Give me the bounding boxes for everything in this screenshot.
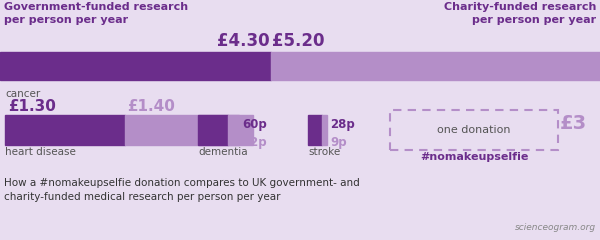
Text: £3: £3	[560, 114, 587, 133]
Text: How a #nomakeupselfie donation compares to UK government- and: How a #nomakeupselfie donation compares …	[4, 178, 360, 188]
Text: Government-funded research
per person per year: Government-funded research per person pe…	[4, 2, 188, 25]
Text: charity-funded medical research per person per year: charity-funded medical research per pers…	[4, 192, 281, 202]
Text: stroke: stroke	[308, 147, 340, 157]
Text: £1.40: £1.40	[127, 99, 175, 114]
Text: dementia: dementia	[198, 147, 248, 157]
Bar	[228, 115, 239, 145]
Text: £5.20: £5.20	[272, 32, 325, 50]
Text: #nomakeupselfie: #nomakeupselfie	[420, 152, 528, 162]
Text: 28p: 28p	[330, 118, 355, 131]
Text: £1.30: £1.30	[8, 99, 56, 114]
Bar	[308, 115, 322, 145]
Text: Charity-funded research
per person per year: Charity-funded research per person per y…	[443, 2, 596, 25]
Text: 9p: 9p	[330, 136, 347, 149]
Bar	[5, 115, 125, 145]
Text: one donation: one donation	[437, 125, 511, 135]
Bar	[390, 110, 558, 150]
Bar	[322, 115, 327, 145]
Bar	[271, 52, 600, 80]
Text: 60p: 60p	[242, 118, 267, 131]
Text: £4.30: £4.30	[217, 32, 269, 50]
Text: 22p: 22p	[242, 136, 266, 149]
Bar	[0, 52, 271, 80]
Bar	[198, 115, 228, 145]
Bar	[125, 115, 253, 145]
Text: heart disease: heart disease	[5, 147, 76, 157]
Text: scienceogram.org: scienceogram.org	[515, 223, 596, 232]
Text: cancer: cancer	[5, 89, 40, 99]
